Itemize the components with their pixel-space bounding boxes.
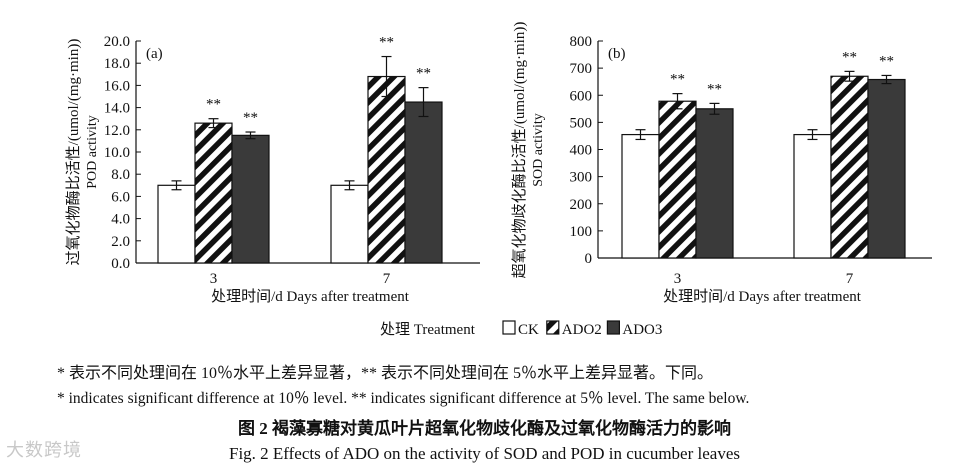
significance-mark-b: ** [670, 72, 685, 88]
caption-cn: 图 2 褐藻寡糖对黄瓜叶片超氧化物歧化酶及过氧化物酶活力的影响 [238, 419, 731, 438]
bar-ado2-b [830, 75, 869, 259]
legend-label-ado3: ADO3 [622, 322, 662, 338]
legend-label-ck: CK [518, 322, 539, 338]
legend-swatch-ck [502, 320, 516, 335]
caption-en: Fig. 2 Effects of ADO on the activity of… [228, 444, 740, 463]
y-tick-label-a: 18.0 [104, 56, 130, 72]
x-tick-label-a: 3 [210, 271, 218, 287]
significance-mark-a: ** [243, 110, 258, 126]
panel-label-a: (a) [146, 46, 163, 62]
significance-mark-a: ** [379, 35, 394, 51]
y-tick-label-a: 10.0 [104, 145, 130, 161]
y-tick-label-b: 800 [570, 34, 593, 50]
footnote-cn: * 表示不同处理间在 10％水平上差异显著，** 表示不同处理间在 5％水平上差… [57, 365, 714, 382]
y-tick-label-b: 100 [570, 224, 593, 240]
significance-mark-b: ** [842, 49, 857, 65]
x-tick-label-b: 3 [674, 271, 682, 287]
ylabel-cn-a: 过氧化物酶比活性/(umol/(mg·min)) [65, 39, 82, 266]
bar-ado3-b [695, 108, 734, 259]
y-tick-label-b: 200 [570, 197, 593, 213]
plot-area-b: (b) 0 100 200 300 400 500 600 700 800 ** ** 3 ** ** 7 [570, 34, 932, 287]
bar-ado3-a [404, 101, 443, 264]
bar-ado2-b [658, 100, 697, 259]
y-tick-label-b: 0 [585, 251, 593, 267]
ylabel-en-b: SOD activity [531, 113, 546, 187]
y-tick-label-a: 8.0 [111, 167, 130, 183]
significance-mark-b: ** [707, 81, 722, 97]
plot-area-a: (a) 0.0 2.0 4.0 6.0 8.0 10.0 12.0 14.0 16.0 18.0 2… [104, 34, 480, 287]
xlabel-a: 处理时间/d Days after treatment [211, 288, 410, 305]
y-tick-label-b: 500 [570, 115, 593, 131]
legend-title: 处理 Treatment [380, 321, 476, 338]
significance-mark-b: ** [879, 53, 894, 69]
y-tick-label-a: 14.0 [104, 101, 130, 117]
ylabel-en-a: POD activity [85, 115, 100, 189]
legend-swatch-ado3 [606, 320, 621, 335]
y-tick-label-b: 600 [570, 88, 593, 104]
bar-ck-b [621, 133, 660, 259]
y-tick-label-a: 6.0 [111, 189, 130, 205]
legend-swatch-ado2 [546, 320, 560, 335]
bar-ado3-a [231, 134, 270, 264]
legend-label-ado2: ADO2 [562, 322, 602, 338]
y-tick-label-b: 300 [570, 170, 593, 186]
y-tick-label-b: 400 [570, 143, 593, 159]
watermark-logo: 大数跨境 [6, 440, 82, 461]
bar-ado2-a [194, 122, 233, 264]
bar-ck-a [330, 184, 369, 264]
y-tick-label-a: 20.0 [104, 34, 130, 50]
bar-ck-b [793, 133, 832, 259]
footnote-en: * indicates significant difference at 10… [57, 390, 750, 407]
panel-label-b: (b) [608, 46, 626, 62]
y-tick-label-b: 700 [570, 61, 593, 77]
y-tick-label-a: 16.0 [104, 78, 130, 94]
bar-ado2-a [367, 75, 406, 264]
y-tick-label-a: 0.0 [111, 256, 130, 272]
y-tick-label-a: 2.0 [111, 234, 130, 250]
bar-ado3-b [867, 78, 906, 259]
significance-mark-a: ** [416, 66, 431, 82]
panel-a: (a) 0.0 2.0 4.0 6.0 8.0 10.0 12.0 14.0 16.0 18.0 2… [65, 34, 480, 305]
legend: 处理 Treatment CK ADO2 ADO3 [380, 320, 662, 338]
y-tick-label-a: 12.0 [104, 123, 130, 139]
ylabel-cn-b: 超氧化物歧化酶比活性/(umol/(mg·min)) [511, 22, 528, 279]
figure-charts: (a) 0.0 2.0 4.0 6.0 8.0 10.0 12.0 14.0 16.0 18.0 2… [65, 22, 932, 338]
y-tick-label-a: 4.0 [111, 212, 130, 228]
x-tick-label-a: 7 [383, 271, 391, 287]
xlabel-b: 处理时间/d Days after treatment [663, 288, 862, 305]
significance-mark-a: ** [206, 97, 221, 113]
x-tick-label-b: 7 [846, 271, 854, 287]
bar-ck-a [157, 184, 196, 264]
